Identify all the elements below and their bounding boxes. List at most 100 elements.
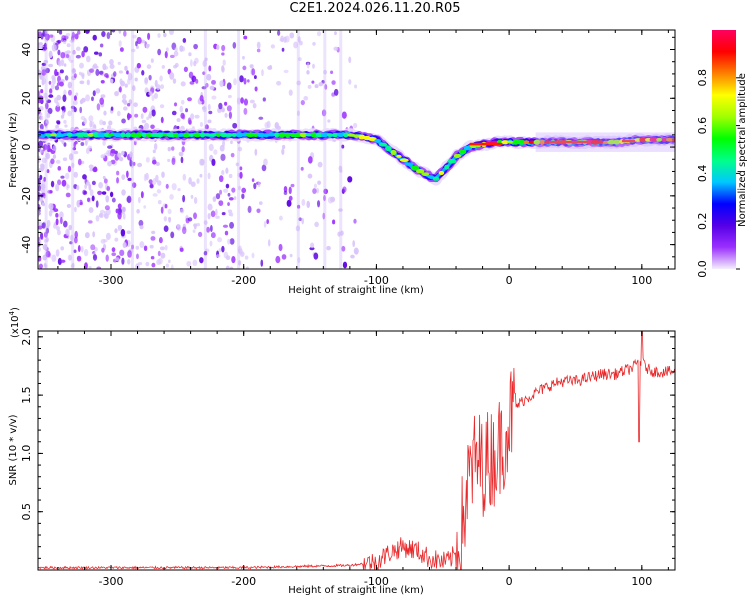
ridge-blob — [390, 149, 397, 156]
chart-title: C2E1.2024.026.11.20.R05 — [289, 1, 461, 16]
spectrogram-speck — [87, 220, 93, 224]
spectrogram-speck — [77, 245, 81, 253]
spectrogram-speck — [117, 203, 122, 209]
spectrogram-speck — [245, 266, 249, 269]
spectrogram-speck — [193, 43, 198, 50]
spectrogram-speck — [79, 80, 85, 85]
spectrogram-speck — [215, 254, 221, 258]
ridge-blob — [447, 158, 457, 164]
spectrogram-speck — [64, 75, 69, 81]
spectrogram-speck — [116, 177, 120, 184]
spectrogram-speck — [303, 95, 309, 101]
spectrogram-speck — [111, 30, 116, 33]
spectrogram-speck — [228, 173, 233, 179]
spectrogram-speck — [63, 119, 67, 124]
spectrogram-speck — [54, 97, 59, 104]
ridge-blob — [220, 132, 228, 138]
ridge-blob — [231, 132, 238, 137]
y-tick-label: 0.5 — [20, 503, 33, 520]
x-tick-label: 100 — [631, 274, 652, 287]
spectrogram-speck — [205, 83, 209, 88]
spectrogram-speck — [106, 32, 111, 40]
spectrogram-speck — [137, 261, 143, 266]
spectrogram-speck — [218, 102, 223, 110]
spectrogram-speck — [45, 67, 50, 74]
spectrogram-speck — [151, 109, 156, 117]
spectrogram-speck — [278, 243, 283, 252]
spectrogram-speck — [317, 180, 322, 185]
spectrogram-speck — [150, 124, 155, 130]
spectrogram-speck — [84, 184, 88, 189]
spectrogram-speck — [224, 101, 228, 106]
spectrogram-y-ticks: -40 -20 0 20 40 — [20, 36, 675, 270]
ridge-blob — [274, 132, 280, 138]
spectrogram-speck — [92, 167, 98, 173]
spectrogram-speck — [99, 43, 104, 48]
spectrogram-speck — [122, 206, 127, 213]
ridge-blob — [155, 132, 165, 138]
spectrogram-speck — [173, 102, 178, 107]
spectrogram-speck — [296, 80, 301, 86]
spectrogram-speck — [182, 226, 187, 235]
spectrogram-speck — [158, 237, 163, 244]
spectrogram-speck — [43, 59, 49, 64]
spectrogram-speck — [263, 158, 268, 166]
spectrogram-speck — [96, 266, 102, 269]
spectrogram-speck — [239, 171, 243, 179]
spectrogram-speck — [56, 101, 60, 108]
ridge-blob — [120, 132, 126, 138]
x-tick-label: 0 — [506, 274, 513, 287]
spectrogram-speck — [180, 156, 184, 164]
spectrogram-speck — [56, 226, 60, 231]
spectrogram-speck — [173, 50, 179, 57]
spectrogram-speck — [89, 120, 93, 128]
ridge-blob — [284, 132, 291, 138]
spectrogram-speck — [182, 38, 187, 43]
spectrogram-speck — [310, 242, 315, 249]
ridge-blob — [671, 138, 675, 142]
spectrogram-speck — [218, 248, 222, 253]
spectrogram-speck — [38, 263, 43, 269]
spectrogram-speck — [52, 145, 57, 152]
spectrogram-speck — [74, 230, 78, 239]
colorbar-tick-label: 0.4 — [696, 165, 709, 183]
spectrogram-speck — [352, 240, 356, 248]
ridge-blob — [82, 132, 89, 138]
spectrogram-speck — [104, 73, 109, 78]
spectrogram-speck — [204, 57, 208, 62]
y-tick-label: 2.0 — [20, 328, 33, 346]
spectrogram-speck — [333, 88, 339, 96]
spectrogram-speck — [202, 105, 207, 113]
spectrogram-speck — [298, 217, 302, 222]
spectrogram-x-ticks: -300 -200 -100 0 100 — [57, 30, 669, 287]
spectrogram-speck — [131, 48, 136, 53]
ridge-blob — [666, 137, 674, 142]
ridge-blob — [172, 132, 180, 138]
spectrogram-speck — [182, 173, 187, 181]
spectrogram-speck — [350, 254, 355, 259]
spectrogram-speck — [136, 36, 142, 45]
spectrogram-speck — [56, 229, 61, 236]
spectrogram-speck — [231, 187, 236, 193]
spectrogram-speck — [342, 261, 348, 269]
spectrogram-speck — [41, 187, 45, 195]
spectrogram-speck — [49, 34, 54, 38]
spectrogram-speck — [327, 119, 331, 123]
spectrogram-speck — [186, 260, 192, 267]
ridge-blob — [215, 132, 222, 137]
spectrogram-speck — [145, 261, 150, 267]
spectrogram-speck — [217, 237, 223, 243]
spectrogram-speck — [123, 106, 128, 111]
spectrogram-speck — [260, 259, 264, 267]
spectrogram-speck — [170, 231, 175, 239]
ridge-blob — [427, 175, 435, 179]
spectrogram-speck — [235, 162, 239, 167]
spectrogram-speck — [69, 59, 74, 63]
spectrogram-speck — [322, 212, 326, 220]
spectrogram-y-label: Frequency (Hz) — [8, 112, 19, 188]
spectrogram-speck — [165, 183, 169, 189]
spectrogram-speck — [199, 121, 204, 128]
spectrogram-speck — [100, 80, 105, 84]
spectrogram-speck — [60, 59, 65, 67]
spectrogram-speck — [207, 212, 211, 220]
